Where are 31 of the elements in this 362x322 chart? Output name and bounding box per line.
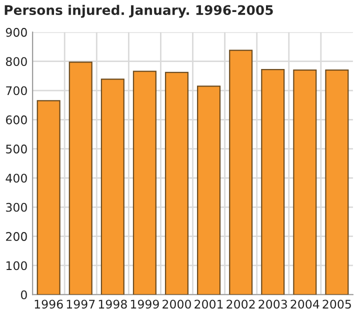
- x-tick-label: 2004: [290, 300, 320, 309]
- y-tick-label: 800: [6, 57, 27, 66]
- y-tick-label: 300: [6, 202, 27, 212]
- y-tick-label: 700: [6, 86, 27, 96]
- y-tick-label: 200: [6, 232, 27, 241]
- x-tick-label: 2005: [322, 300, 351, 309]
- y-tick-label: 500: [6, 144, 27, 154]
- x-tick-label: 1999: [130, 300, 159, 309]
- chart-title: Persons injured. January. 1996-2005: [4, 4, 273, 18]
- x-tick-label: 1998: [98, 300, 127, 309]
- x-tick-label: 1997: [66, 300, 95, 309]
- x-tick-label: 2003: [258, 300, 287, 309]
- bar: [68, 62, 92, 295]
- bar: [164, 72, 189, 295]
- bar: [261, 68, 285, 295]
- bar: [229, 50, 253, 295]
- bar: [293, 70, 317, 295]
- bar: [197, 86, 221, 295]
- bar: [36, 100, 60, 295]
- y-tick-label: 600: [6, 115, 27, 124]
- y-tick-label: 900: [6, 28, 27, 37]
- x-tick-label: 2000: [162, 300, 191, 309]
- bar: [132, 70, 156, 295]
- bar: [325, 70, 349, 295]
- x-tick-label: 2002: [226, 300, 255, 309]
- x-tick-label: 2001: [194, 300, 223, 309]
- y-tick-label: 400: [6, 174, 27, 183]
- bar: [100, 78, 124, 295]
- y-tick-label: 100: [6, 261, 27, 270]
- y-tick-label: 0: [20, 290, 27, 300]
- x-tick-label: 1996: [34, 300, 63, 309]
